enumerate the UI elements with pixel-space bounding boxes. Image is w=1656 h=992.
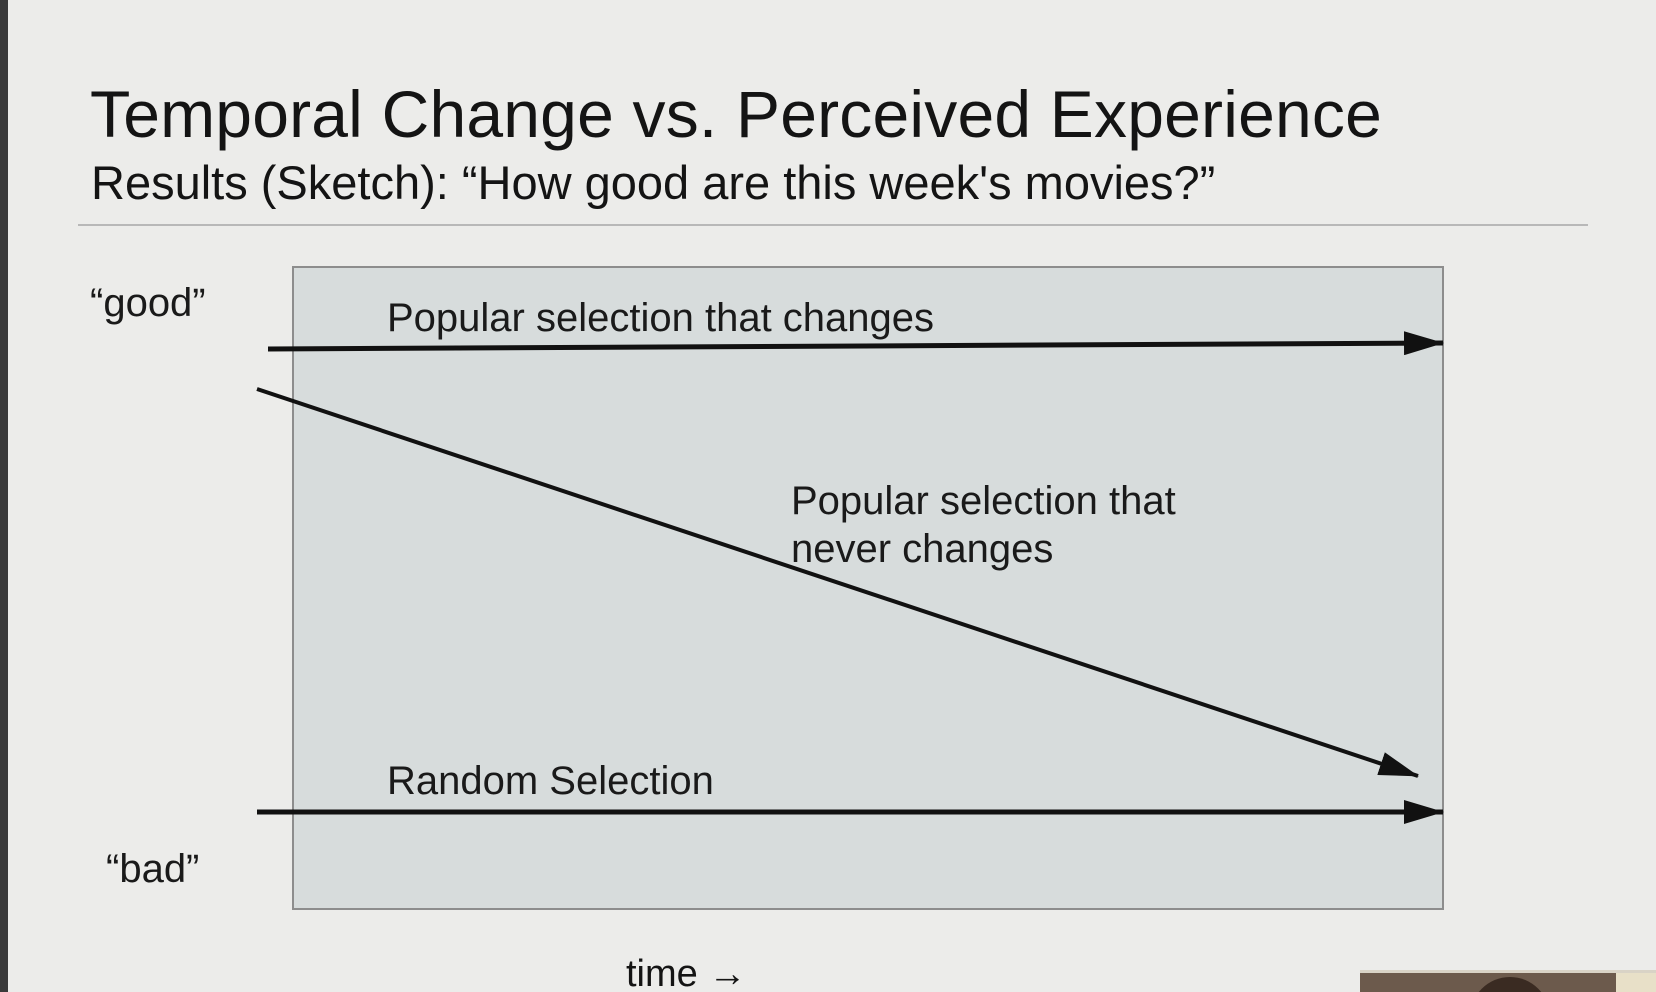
- y-axis-bottom-label: “bad”: [106, 847, 200, 891]
- label-random-selection: Random Selection: [387, 759, 714, 803]
- x-axis-label: time →: [626, 953, 747, 992]
- slide-subtitle: Results (Sketch): “How good are this wee…: [91, 156, 1216, 209]
- speaker-head: [1470, 977, 1550, 992]
- label-popular-changes: Popular selection that changes: [387, 296, 935, 340]
- arrow-popular-never-changes: [256, 387, 1419, 778]
- label-popular-never-changes-line1: Popular selection that: [791, 479, 1176, 523]
- arrow-popular-changes: [267, 331, 1444, 356]
- label-popular-never-changes: Popular selection that never changes: [791, 477, 1176, 573]
- y-axis-top-label: “good”: [90, 281, 206, 325]
- webcam-thumbnail: [1360, 970, 1656, 992]
- label-popular-never-changes-line2: never changes: [791, 527, 1054, 571]
- title-divider: [78, 224, 1588, 226]
- slide-title: Temporal Change vs. Perceived Experience: [90, 77, 1383, 151]
- screen-edge: [0, 0, 8, 992]
- webcam-background: [1616, 973, 1656, 992]
- diagram-plot-area: [292, 266, 1444, 910]
